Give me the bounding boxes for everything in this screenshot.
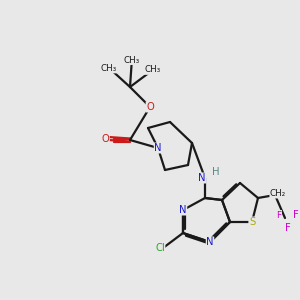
Text: CH₃: CH₃: [144, 65, 160, 74]
Text: O: O: [146, 102, 154, 112]
Text: N: N: [206, 237, 214, 247]
Text: F: F: [276, 211, 282, 220]
Text: CH₃: CH₃: [123, 56, 140, 64]
Text: CH₂: CH₂: [270, 189, 286, 198]
Text: CH₃: CH₃: [101, 64, 117, 73]
Text: S: S: [249, 217, 255, 227]
Text: Cl: Cl: [155, 243, 165, 253]
Text: O: O: [101, 134, 109, 143]
Text: F: F: [292, 210, 298, 220]
Text: N: N: [179, 205, 187, 215]
Text: N: N: [154, 143, 162, 153]
Text: N: N: [198, 173, 206, 183]
Text: H: H: [212, 167, 219, 177]
Text: F: F: [285, 223, 291, 232]
